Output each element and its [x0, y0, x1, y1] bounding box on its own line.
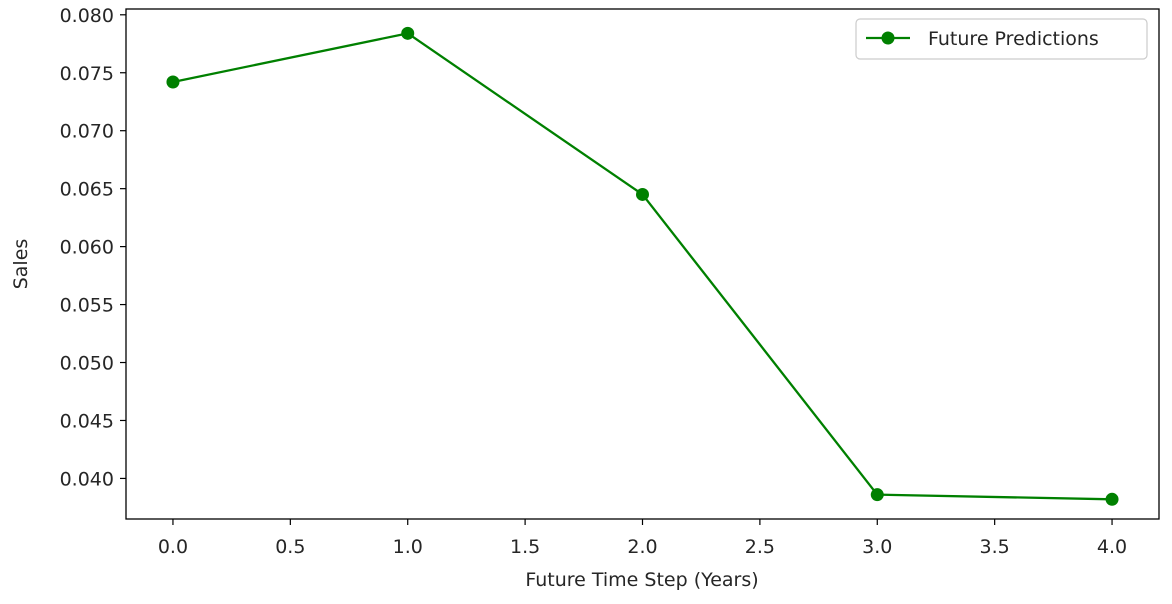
- x-tick-label: 2.0: [627, 536, 657, 558]
- x-tick-label: 2.5: [745, 536, 775, 558]
- y-tick-label: 0.040: [60, 468, 114, 490]
- series-layer: [166, 26, 1119, 506]
- x-tick-label: 0.5: [275, 536, 305, 558]
- x-tick-label: 0.0: [158, 536, 188, 558]
- y-tick-label: 0.070: [60, 121, 114, 143]
- y-tick-label: 0.075: [60, 63, 114, 85]
- y-axis: 0.040 0.045 0.050 0.055 0.060 0.065 0.070 0.075…: [60, 5, 126, 490]
- y-tick-label: 0.065: [60, 179, 114, 201]
- data-point: [1105, 492, 1119, 506]
- plot-area-frame: [125, 8, 1160, 520]
- x-axis-label: Future Time Step (Years): [525, 569, 758, 591]
- legend-label: Future Predictions: [928, 28, 1099, 50]
- data-point: [636, 187, 649, 201]
- x-tick-label: 3.5: [980, 536, 1010, 558]
- data-point: [166, 75, 180, 89]
- y-tick-label: 0.055: [60, 295, 114, 317]
- legend: Future Predictions: [855, 18, 1148, 60]
- x-tick-label: 1.0: [393, 536, 423, 558]
- data-point: [870, 488, 884, 502]
- y-tick-label: 0.050: [60, 353, 114, 375]
- y-tick-label: 0.060: [60, 237, 114, 259]
- x-tick-label: 1.5: [510, 536, 540, 558]
- y-tick-label: 0.080: [60, 5, 114, 27]
- y-axis-label: Sales: [10, 239, 32, 290]
- data-point: [401, 26, 415, 40]
- x-axis: 0.0 0.5 1.0 1.5 2.0 2.5 3.0 3.5 4.0: [158, 519, 1127, 558]
- y-tick-label: 0.045: [60, 410, 114, 432]
- x-tick-label: 3.0: [862, 536, 892, 558]
- legend-box: [855, 18, 1148, 60]
- legend-marker: [881, 31, 895, 45]
- x-tick-label: 4.0: [1097, 536, 1127, 558]
